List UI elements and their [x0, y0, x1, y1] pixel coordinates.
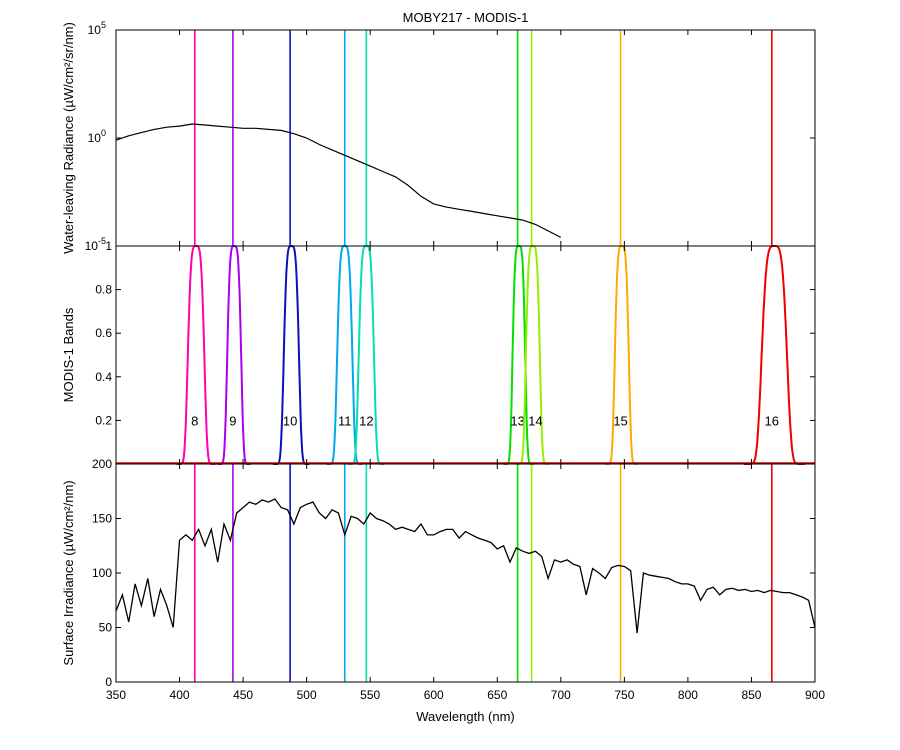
band-label-14: 14: [528, 413, 542, 428]
panel-frame-3: [115, 463, 816, 683]
xtick-label-2: 450: [233, 688, 253, 702]
radiance-series-line: [115, 123, 562, 238]
xtick-label-0: 350: [106, 688, 126, 702]
xtick-label-11: 900: [805, 688, 825, 702]
band-label-8: 8: [191, 413, 198, 428]
band-response-16: [743, 245, 805, 465]
xtick-label-3: 500: [297, 688, 317, 702]
bands-ytick-label-4: 1: [105, 239, 112, 253]
xtick-label-10: 850: [741, 688, 761, 702]
band-response-8: [176, 245, 216, 465]
chart-title: MOBY217 - MODIS-1: [403, 10, 529, 25]
bands-ytick-label-0: 0.2: [95, 413, 112, 427]
panel-radiance: 105 100 10-5 Water-leaving Radiance (µW/cm²…: [61, 20, 815, 254]
band-response-9: [217, 245, 251, 465]
bands-ytick-label-1: 0.4: [95, 370, 112, 384]
band-label-10: 10: [283, 413, 297, 428]
panel-irradiance: 0 50 100 150 200 Surface Irradiance (µW/cm²/n…: [61, 457, 816, 689]
x-axis: 350 400 450 500 550 600 650 700 750 800 850 900: [106, 30, 825, 702]
band-response-12: [348, 245, 385, 465]
xtick-label-6: 650: [487, 688, 507, 702]
radiance-ytick-label-2: 10-5: [85, 236, 106, 253]
irradiance-ytick-label-3: 150: [92, 512, 112, 526]
band-label-16: 16: [765, 413, 779, 428]
panel-frame-2: [115, 245, 816, 465]
band-response-14: [516, 245, 550, 465]
irradiance-series-line: [115, 498, 816, 634]
band-response-10: [273, 245, 310, 465]
irradiance-ytick-label-0: 0: [105, 675, 112, 689]
band-response-13: [503, 245, 535, 465]
radiance-ytick-label-1: 100: [88, 128, 106, 145]
band-label-13: 13: [510, 413, 524, 428]
band-label-15: 15: [613, 413, 627, 428]
panel-bands: 8 9 10 11 12 13 14 15 16 0.2 0.4 0.6 0.8 1 MODIS-1 Ban…: [61, 239, 815, 465]
irradiance-ylabel: Surface Irradiance (µW/cm²/nm): [61, 480, 76, 665]
irradiance-ytick-label-2: 100: [92, 566, 112, 580]
xtick-label-9: 800: [678, 688, 698, 702]
xtick-label-7: 700: [551, 688, 571, 702]
radiance-ytick-label-0: 105: [88, 20, 106, 37]
band-label-9: 9: [229, 413, 236, 428]
xtick-label-8: 750: [614, 688, 634, 702]
band-label-11: 11: [338, 413, 352, 428]
bands-ytick-label-2: 0.6: [95, 326, 112, 340]
bands-ytick-label-3: 0.8: [95, 283, 112, 297]
x-axis-title: Wavelength (nm): [416, 709, 515, 724]
xtick-label-4: 550: [360, 688, 380, 702]
band-label-12: 12: [359, 413, 373, 428]
xtick-label-1: 400: [170, 688, 190, 702]
xtick-label-5: 600: [424, 688, 444, 702]
irradiance-ytick-label-4: 200: [92, 457, 112, 471]
panel-frame-1: [115, 29, 816, 247]
bands-ylabel: MODIS-1 Bands: [61, 307, 76, 402]
irradiance-ytick-label-1: 50: [99, 621, 113, 635]
radiance-ylabel: Water-leaving Radiance (µW/cm²/sr/nm): [61, 22, 76, 254]
band-response-15: [605, 245, 639, 465]
